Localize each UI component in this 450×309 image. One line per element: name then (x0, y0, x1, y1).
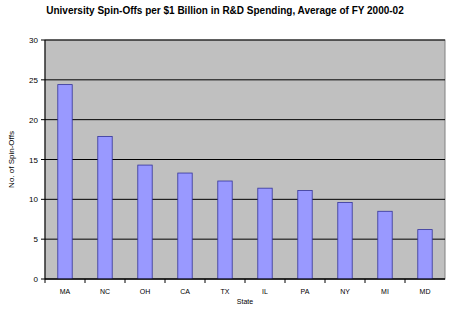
tick-mark (41, 119, 45, 120)
tick-label: 10 (29, 195, 38, 204)
bar (98, 136, 112, 279)
tick-mark (41, 239, 45, 240)
bar (138, 165, 152, 279)
title: University Spin-Offs per $1 Billion in R… (46, 5, 404, 16)
bar (178, 173, 192, 279)
plot-area (45, 40, 445, 279)
tick-label: 25 (29, 76, 38, 85)
y-axis-label: No. of Spin-Offs (7, 131, 16, 188)
category-tick (205, 279, 206, 283)
category-label: TX (221, 288, 230, 295)
category-label: OH (140, 288, 151, 295)
bar (258, 188, 272, 279)
grid-line (45, 40, 445, 41)
category-label: MD (420, 288, 431, 295)
category-tick (165, 279, 166, 283)
category-tick (245, 279, 246, 283)
bar (338, 203, 352, 279)
category-label: IL (262, 288, 268, 295)
tick-label: 30 (29, 36, 38, 45)
category-tick (405, 279, 406, 283)
bars (58, 85, 432, 279)
bar (218, 181, 232, 279)
bar (418, 230, 432, 279)
category-label: MA (60, 288, 71, 295)
tick-mark (41, 199, 45, 200)
category-tick (365, 279, 366, 283)
category-label: NY (340, 288, 350, 295)
grid-line (45, 119, 445, 120)
background (0, 0, 450, 309)
bar (58, 85, 72, 279)
category-tick (125, 279, 126, 283)
tick-label: 5 (34, 235, 39, 244)
category-tick (325, 279, 326, 283)
tick-mark (41, 279, 45, 280)
category-tick (285, 279, 286, 283)
tick-label: 20 (29, 116, 38, 125)
x-axis-label: State (237, 298, 253, 305)
chart: 0 5 10 15 20 25 30 MA NC OH CA TX IL PA NY MI MD Universi… (0, 0, 450, 309)
bar (298, 191, 312, 279)
bar (378, 211, 392, 279)
category-tick (45, 279, 46, 283)
y-axis (45, 40, 46, 279)
category-label: NC (100, 288, 110, 295)
category-label: CA (180, 288, 190, 295)
tick-mark (41, 40, 45, 41)
tick-mark (41, 159, 45, 160)
grid-line (45, 79, 445, 80)
category-tick (85, 279, 86, 283)
tick-label: 0 (34, 275, 39, 284)
tick-mark (41, 79, 45, 80)
category-label: PA (301, 288, 310, 295)
category-label: MI (381, 288, 389, 295)
tick-label: 15 (29, 156, 38, 165)
